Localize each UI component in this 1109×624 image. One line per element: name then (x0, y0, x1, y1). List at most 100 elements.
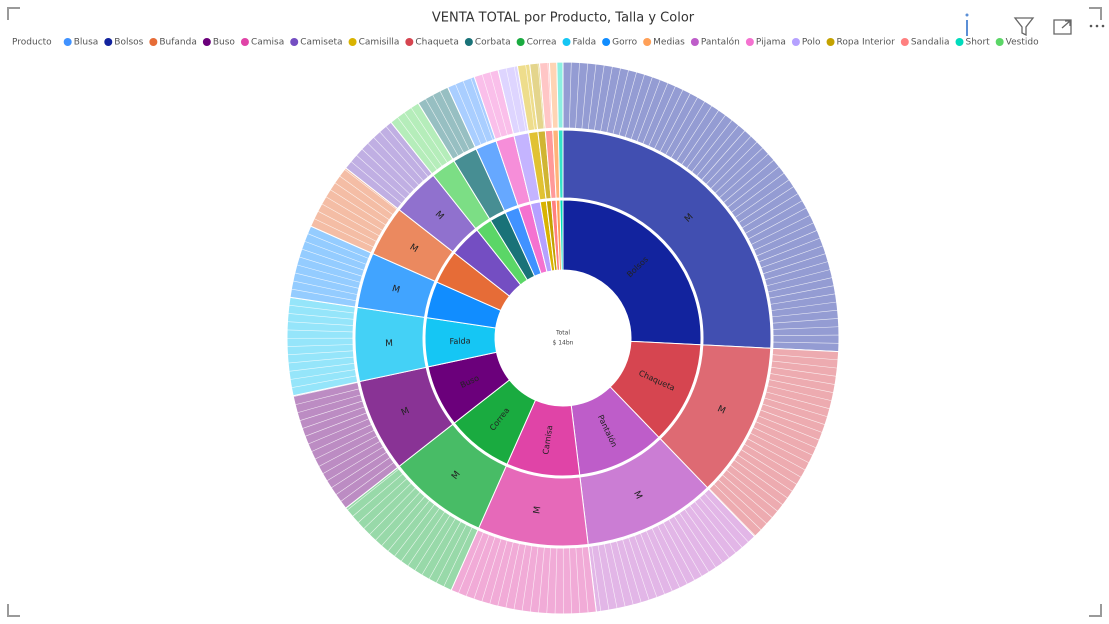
legend-label: Correa (527, 38, 557, 48)
color-stripe (612, 69, 629, 135)
frame-corners (7, 7, 1102, 617)
color-stripe (297, 394, 361, 414)
color-stripe (770, 366, 837, 377)
color-stripe (705, 135, 752, 185)
color-stripe (753, 222, 814, 251)
color-stripe (290, 369, 356, 380)
legend-swatch (900, 38, 909, 46)
segment-label: M (532, 506, 543, 515)
focus-icon[interactable] (1053, 19, 1072, 35)
color-stripe (299, 400, 363, 421)
color-stripe (397, 116, 438, 171)
color-stripe (470, 77, 494, 141)
color-stripe (752, 427, 813, 456)
color-stripe (758, 237, 821, 263)
color-stripe (630, 76, 653, 140)
color-stripe (295, 388, 360, 406)
color-stripe (747, 438, 806, 471)
legend-swatch (826, 38, 835, 46)
color-stripe (659, 93, 691, 152)
color-stripe (521, 545, 533, 611)
color-stripe (400, 507, 440, 562)
color-stripe (325, 196, 383, 231)
more-icon[interactable] (1089, 24, 1105, 28)
color-stripe (361, 148, 411, 195)
segment-label: M (716, 404, 727, 416)
legend-swatch (745, 38, 754, 46)
corner (1089, 7, 1102, 20)
color-stripe (575, 62, 580, 129)
color-stripe (505, 67, 520, 133)
color-stripe (287, 350, 354, 356)
color-stripe (317, 210, 377, 242)
color-stripe (344, 169, 397, 210)
color-stripe (723, 159, 775, 203)
color-stripe (410, 107, 448, 163)
color-stripe (481, 538, 502, 602)
legend: Producto Blusa Bolsos Bufanda Buso Camisa Cami… (12, 37, 1039, 48)
legend-label: Polo (802, 38, 821, 48)
color-stripe (642, 82, 669, 144)
legend-swatch (516, 38, 525, 46)
color-stripe (628, 537, 650, 601)
color-stripe (347, 468, 400, 511)
color-stripe (331, 451, 387, 489)
color-stripe (772, 341, 839, 344)
color-stripe (287, 321, 354, 326)
filter-icon[interactable] (1013, 17, 1035, 37)
center (496, 271, 630, 405)
color-stripe (594, 65, 605, 131)
color-stripe (363, 482, 412, 530)
color-stripe (568, 62, 572, 129)
legend-label: Camiseta (300, 38, 342, 48)
color-stripe (703, 493, 749, 543)
legend-swatch (602, 38, 611, 46)
color-stripe (719, 153, 769, 199)
legend-swatch (104, 38, 113, 46)
color-stripe (311, 424, 372, 452)
color-stripe (710, 141, 758, 189)
color-stripe (291, 375, 357, 388)
color-stripe (651, 528, 681, 589)
color-stripe (350, 161, 402, 204)
color-stripe (373, 137, 420, 186)
color-stripe (771, 301, 837, 311)
color-stripe (439, 90, 470, 151)
color-stripe (318, 435, 378, 467)
corner (7, 604, 20, 617)
color-stripe (481, 74, 502, 138)
color-stripe (654, 89, 684, 150)
center-label: Total (555, 330, 570, 337)
color-stripe (587, 63, 597, 130)
color-stripe (769, 285, 835, 299)
color-stripe (296, 264, 361, 283)
legend-label: Sandalia (911, 38, 950, 48)
color-stripe (765, 391, 830, 410)
color-stripe (722, 474, 773, 519)
color-stripe (352, 473, 404, 517)
color-stripe (293, 382, 358, 397)
color-stripe (428, 521, 462, 580)
color-stripe (379, 131, 424, 182)
color-stripe (581, 547, 589, 613)
color-stripe (357, 478, 408, 523)
color-stripe (321, 203, 380, 237)
color-stripe (727, 166, 780, 208)
color-stripe (322, 441, 381, 475)
color-stripe (326, 446, 384, 482)
color-stripe (657, 525, 688, 585)
legend-label: Gorro (612, 38, 638, 48)
color-stripe (291, 288, 357, 302)
color-stripe (624, 74, 645, 138)
color-stripe (741, 193, 799, 229)
color-stripe (730, 464, 784, 506)
color-stripe (369, 487, 416, 535)
color-stripe (756, 230, 818, 257)
legend-label: Pijama (756, 38, 786, 48)
color-stripe (673, 516, 710, 573)
legend-swatch (240, 38, 249, 46)
color-stripe (335, 457, 391, 496)
legend-label: Vestido (1006, 38, 1039, 48)
legend-label: Bufanda (159, 38, 197, 48)
color-stripe (307, 233, 369, 259)
